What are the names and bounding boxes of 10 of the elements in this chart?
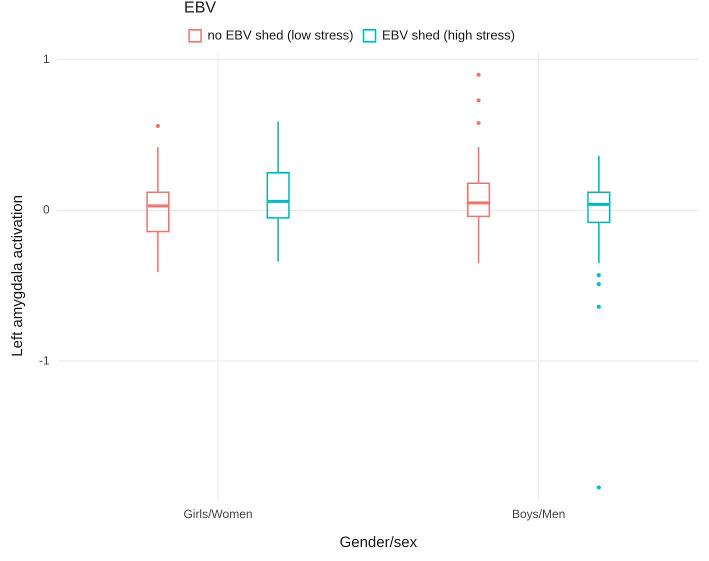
- y-tick-label: -1: [39, 353, 50, 368]
- x-axis-title: Gender/sex: [340, 534, 418, 552]
- legend-title: EBV: [184, 0, 216, 16]
- x-tick-label: Boys/Men: [512, 507, 566, 522]
- y-tick-label: 1: [42, 52, 50, 66]
- y-axis-title: Left amygdala activation: [9, 195, 26, 357]
- legend-label: no EBV shed (low stress): [208, 27, 354, 42]
- y-tick-label: 0: [42, 202, 50, 217]
- x-tick-label: Girls/Women: [183, 507, 253, 522]
- legend-label: EBV shed (high stress): [382, 27, 515, 42]
